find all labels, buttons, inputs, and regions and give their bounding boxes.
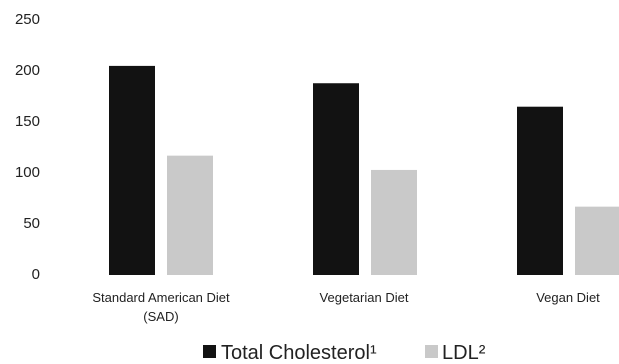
legend-swatch: [203, 345, 216, 358]
legend-swatch: [425, 345, 438, 358]
legend: Total Cholesterol¹ LDL²: [203, 342, 486, 364]
bar-ldl: [371, 169, 417, 275]
category-label: Standard American Diet (SAD): [92, 290, 230, 324]
bar-ldl: [575, 206, 619, 275]
legend-label: LDL²: [442, 342, 486, 364]
bar-total-cholesterol: [313, 83, 359, 276]
category-label: Vegan Diet: [536, 290, 600, 305]
bar-total-cholesterol: [109, 65, 155, 276]
bar-total-cholesterol: [517, 106, 563, 275]
y-tick-label: 150: [15, 113, 40, 130]
y-tick-label: 0: [32, 266, 40, 283]
y-axis-ticks: 0 50 100 150 200 250: [15, 11, 40, 283]
bar-ldl: [167, 155, 213, 275]
bars: [109, 65, 619, 276]
y-tick-label: 250: [15, 11, 40, 28]
category-label: Vegetarian Diet: [320, 290, 409, 305]
y-tick-label: 50: [23, 215, 40, 232]
y-tick-label: 200: [15, 62, 40, 79]
legend-label: Total Cholesterol¹: [221, 342, 377, 364]
y-tick-label: 100: [15, 164, 40, 181]
category-labels: Standard American Diet (SAD) Vegetarian Di…: [92, 290, 600, 324]
